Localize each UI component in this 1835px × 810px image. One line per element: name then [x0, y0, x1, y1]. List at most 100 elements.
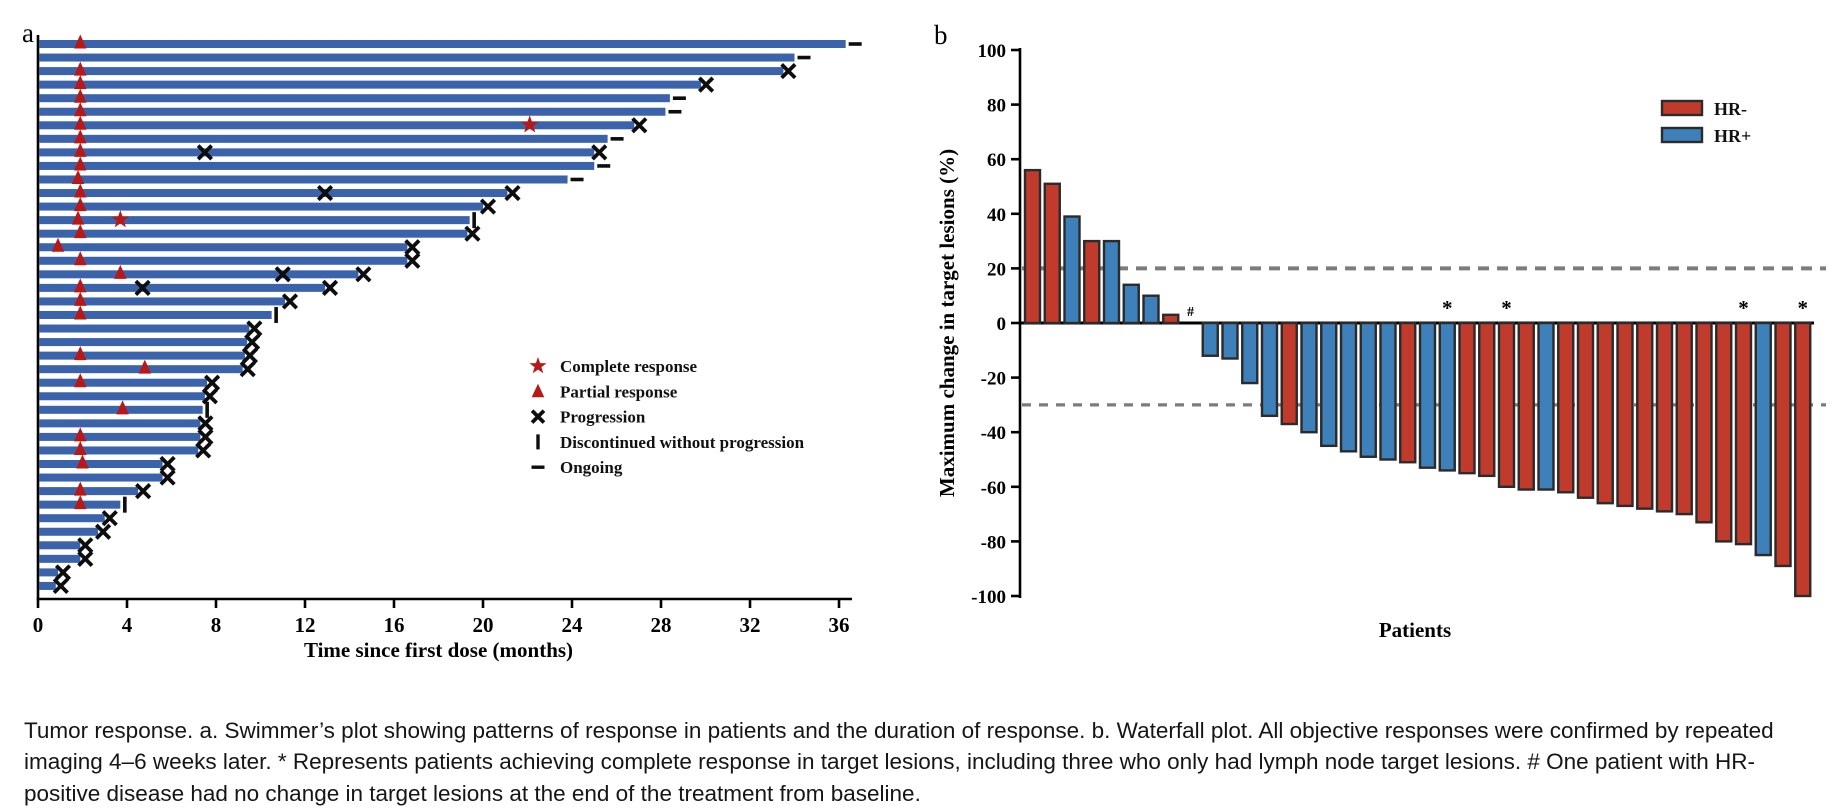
legend-swatch-hr-negative: [1662, 101, 1702, 115]
waterfall-bar: [1124, 285, 1139, 323]
swimmer-bar: [39, 121, 634, 129]
legend-swatch-hr-positive: [1662, 128, 1702, 142]
swimmer-bar: [39, 230, 467, 238]
progression-x-icon: [162, 459, 173, 470]
y-tick-label: 20: [987, 259, 1006, 280]
x-tick-label: 8: [211, 613, 222, 637]
figure-caption: Tumor response. a. Swimmer’s plot showin…: [24, 715, 1816, 810]
progression-x-icon: [407, 255, 418, 266]
waterfall-bar: [1203, 323, 1218, 356]
progression-x-icon: [701, 79, 712, 90]
waterfall-bar: [1104, 241, 1119, 323]
progression-x-icon: [198, 445, 209, 456]
swimmer-bar: [39, 54, 794, 62]
waterfall-bar: [1302, 323, 1317, 432]
progression-x-icon: [207, 377, 218, 388]
x-axis-title-a: Time since first dose (months): [304, 638, 573, 662]
swimmer-bar: [39, 582, 56, 590]
waterfall-bar: [1065, 217, 1080, 323]
x-tick-label: 20: [473, 613, 494, 637]
waterfall-bar: [1420, 323, 1435, 468]
y-tick-label: -40: [981, 423, 1006, 444]
swimmer-bar: [39, 162, 594, 170]
y-tick-label: 100: [978, 41, 1007, 62]
progression-x-icon: [634, 120, 645, 131]
progression-x-icon: [507, 188, 518, 199]
x-tick-label: 16: [384, 613, 405, 637]
waterfall-bar: [1637, 323, 1652, 509]
legend-a-label: Partial response: [560, 382, 678, 401]
waterfall-bar: [1499, 323, 1514, 487]
legend-a-label: Ongoing: [560, 458, 623, 477]
swimmer-bar: [39, 433, 200, 441]
progression-x-icon: [247, 337, 258, 348]
waterfall-bar: [1341, 323, 1356, 451]
progression-x-icon: [80, 553, 91, 564]
progression-x-icon: [285, 296, 296, 307]
swimmer-bar: [39, 446, 198, 454]
y-axis-title-b: Maximum change in target lesions (%): [935, 149, 959, 497]
swimmer-bar: [39, 487, 138, 495]
x-tick-label: 32: [740, 613, 761, 637]
complete-response-star-icon: [529, 357, 546, 373]
swimmer-bar: [39, 270, 358, 278]
swimmer-bar: [39, 338, 247, 346]
waterfall-bar: [1558, 323, 1573, 492]
waterfall-bar: [1025, 170, 1040, 323]
waterfall-bar: [1223, 323, 1238, 358]
progression-x-icon: [245, 350, 256, 361]
complete-response-asterisk: *: [1501, 296, 1512, 320]
waterfall-bar: [1539, 323, 1554, 490]
progression-x-icon: [58, 567, 69, 578]
waterfall-bar: [1045, 184, 1060, 323]
progression-x-icon: [249, 323, 260, 334]
partial-response-triangle-icon: [532, 384, 545, 398]
y-tick-label: 80: [987, 96, 1006, 117]
legend-a-label: Discontinued without progression: [560, 433, 805, 452]
swimmer-bar: [39, 460, 162, 468]
progression-x-icon: [200, 432, 211, 443]
waterfall-bar: [1084, 241, 1099, 323]
complete-response-asterisk: *: [1738, 296, 1749, 320]
swimmer-bar: [39, 189, 507, 197]
swimmer-bar: [39, 175, 567, 183]
swimmer-bar: [39, 514, 104, 522]
waterfall-bar: [1776, 323, 1791, 566]
complete-response-asterisk: *: [1442, 296, 1453, 320]
swimmer-bar: [39, 568, 58, 576]
progression-x-icon: [358, 269, 369, 280]
swimmer-bar: [39, 352, 245, 360]
y-tick-label: -100: [971, 587, 1006, 608]
y-tick-label: -20: [981, 369, 1006, 390]
legend-b-label: HR+: [1714, 126, 1751, 146]
waterfall-bar: [1242, 323, 1257, 383]
swimmer-bar: [39, 379, 207, 387]
waterfall-bar: [1578, 323, 1593, 498]
progression-x-icon: [204, 391, 215, 402]
waterfall-bar: [1282, 323, 1297, 424]
waterfall-bar: [1400, 323, 1415, 462]
swimmer-bar: [39, 81, 701, 89]
swimmer-bar: [39, 474, 162, 482]
progression-x-icon: [533, 412, 542, 421]
swimmer-bar: [39, 148, 594, 156]
no-change-hash: #: [1187, 305, 1194, 320]
progression-x-icon: [325, 282, 336, 293]
waterfall-bar: [1736, 323, 1751, 544]
progression-x-icon: [162, 472, 173, 483]
panel-b-letter: b: [934, 20, 948, 50]
waterfall-bar: [1618, 323, 1633, 506]
waterfall-bar: [1440, 323, 1455, 470]
swimmer-bar: [39, 419, 200, 427]
waterfall-bar: [1479, 323, 1494, 476]
legend-b-label: HR-: [1714, 99, 1747, 119]
swimmer-bar: [39, 392, 205, 400]
waterfall-bar: [1144, 296, 1159, 323]
complete-response-star-icon: [521, 115, 539, 132]
progression-x-icon: [407, 242, 418, 253]
swimmer-bar: [39, 94, 670, 102]
waterfall-bar: [1381, 323, 1396, 460]
